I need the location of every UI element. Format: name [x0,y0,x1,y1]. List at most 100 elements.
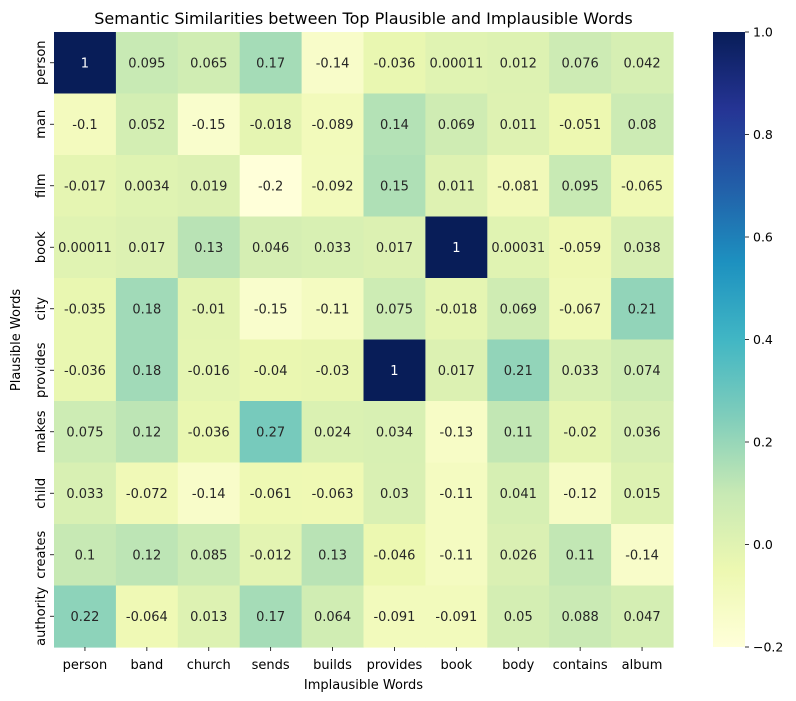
cell-value-label: 0.088 [562,610,599,625]
cell-value-label: 0.026 [500,548,537,563]
heatmap-cell [301,278,365,341]
cell-value-label: -0.067 [559,302,601,317]
heatmap-cell [363,401,426,464]
heatmap-cell [115,278,179,341]
cell-value-label: -0.016 [188,364,230,379]
heatmap-cell [425,278,488,341]
cell-value-label: -0.091 [435,610,477,625]
heatmap-cell [549,339,612,402]
cell-value-label: 0.05 [504,610,533,625]
cell-value-label: 0.075 [376,302,413,317]
cell-value-label: 0.13 [194,241,223,256]
colorbar-tick-label: 0.6 [753,230,773,245]
cell-value-label: 0.00011 [429,56,483,71]
heatmap-cell [54,216,117,279]
heatmap-cell [487,462,550,525]
cell-value-label: 0.15 [380,179,409,194]
cell-value-label: 0.17 [256,56,285,71]
heatmap-cell [177,278,241,341]
heatmap-cell [115,462,179,525]
heatmap-cell [611,401,674,464]
heatmap-cell [611,93,674,156]
cell-value-label: -0.064 [126,610,168,625]
cell-value-label: 1 [452,241,460,256]
cell-value-label: 0.074 [623,364,660,379]
cell-value-label: -0.01 [192,302,226,317]
cell-value-label: 0.076 [562,56,599,71]
x-tick-label: album [622,658,663,673]
heatmap-cell [363,155,426,218]
colorbar-tick-label: 0.0 [753,537,773,552]
x-axis-label: Implausible Words [304,678,423,693]
heatmap-cell [425,216,488,279]
heatmap-cell [487,155,550,218]
heatmap-cell [115,585,179,648]
heatmap-cell [115,216,179,279]
cell-value-label: 0.18 [132,302,161,317]
cell-value-label: -0.061 [250,487,292,502]
heatmap-cell [611,339,674,402]
x-tick-label: band [130,658,163,673]
cell-value-label: -0.15 [254,302,288,317]
heatmap-cell [177,155,241,218]
heatmap-cell [177,462,241,525]
cell-value-label: -0.036 [373,56,415,71]
cell-value-label: -0.15 [192,118,226,133]
heatmap-cell [54,401,117,464]
heatmap-cell [487,32,550,95]
cell-value-label: 1 [81,56,89,71]
colorbar-tick-label: 0.8 [753,127,773,142]
cell-value-label: 0.14 [380,118,409,133]
cell-value-label: 0.21 [504,364,533,379]
heatmap-cell [239,93,303,156]
cell-value-label: 0.052 [128,118,165,133]
heatmap-cell [177,32,241,95]
heatmap-cell [611,216,674,279]
heatmap-cells: 1 0.095 0.065 0.17 -0.14 -0.036 0.00011 0.012 0.… [54,32,674,648]
heatmap-cell [363,524,426,587]
cell-value-label: -0.059 [559,241,601,256]
cell-value-label: -0.036 [64,364,106,379]
cell-value-label: 0.011 [438,179,475,194]
heatmap-cell [425,32,488,95]
heatmap-cell [611,462,674,525]
heatmap-cell [239,278,303,341]
heatmap-cell [487,278,550,341]
cell-value-label: -0.035 [64,302,106,317]
heatmap-cell [611,524,674,587]
cell-value-label: -0.081 [497,179,539,194]
heatmap-cell [301,216,365,279]
cell-value-label: 0.12 [132,425,161,440]
cell-value-label: -0.02 [563,425,597,440]
heatmap-cell [301,155,365,218]
y-tick-label: man [34,110,49,139]
cell-value-label: 0.11 [566,548,595,563]
heatmap-cell [54,32,117,95]
heatmap-cell [487,585,550,648]
colorbar-gradient [713,32,745,647]
heatmap-cell [301,93,365,156]
cell-value-label: -0.12 [563,487,597,502]
cell-value-label: 0.085 [190,548,227,563]
heatmap-cell [239,585,303,648]
y-tick-label: book [34,231,49,263]
cell-value-label: 0.18 [132,364,161,379]
heatmap-cell [301,339,365,402]
heatmap-cell [54,93,117,156]
cell-value-label: 0.11 [504,425,533,440]
cell-value-label: 0.041 [500,487,537,502]
y-tick-label: person [34,40,49,85]
cell-value-label: 0.015 [623,487,660,502]
heatmap-cell [363,278,426,341]
heatmap-cell [425,155,488,218]
heatmap-cell [239,401,303,464]
cell-value-label: 0.069 [500,302,537,317]
cell-value-label: 0.036 [623,425,660,440]
cell-value-label: -0.065 [621,179,663,194]
heatmap-cell [54,155,117,218]
heatmap-cell [549,401,612,464]
y-tick-label: authority [34,586,49,646]
cell-value-label: -0.11 [440,548,474,563]
cell-value-label: -0.14 [625,548,659,563]
cell-value-label: -0.051 [559,118,601,133]
